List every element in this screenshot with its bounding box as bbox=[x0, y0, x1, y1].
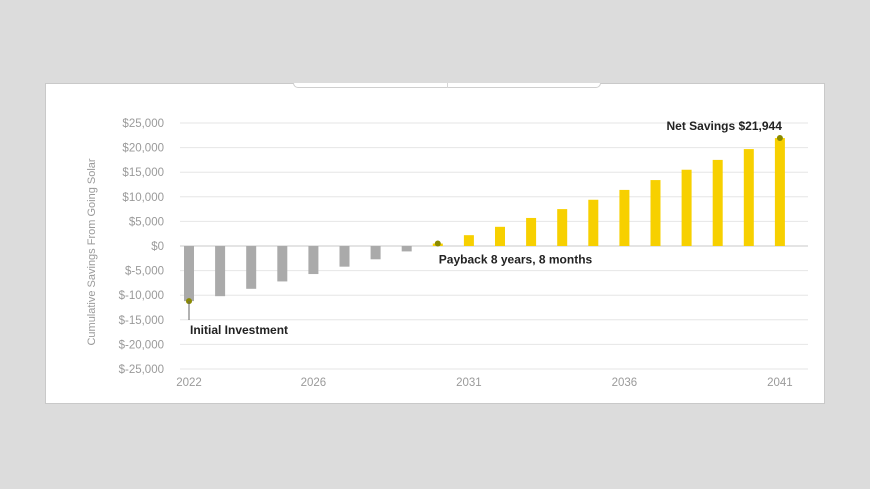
y-tick-labels: $25,000 $20,000 $15,000 $10,000 $5,000 $0 $-5,… bbox=[119, 118, 164, 376]
x-tick-label: 2026 bbox=[301, 377, 327, 389]
y-axis-title: Cumulative Savings From Going Solar bbox=[86, 158, 98, 345]
annotation-label: Payback 8 years, 8 months bbox=[439, 253, 593, 267]
y-tick-label: $-25,000 bbox=[119, 364, 164, 376]
y-tick-label: $5,000 bbox=[129, 216, 164, 228]
annotation-marker bbox=[776, 135, 783, 142]
bar-2029[interactable] bbox=[401, 246, 412, 252]
x-tick-label: 2036 bbox=[612, 377, 638, 389]
toggle-tab-divider bbox=[447, 83, 448, 88]
y-tick-label: $-15,000 bbox=[119, 315, 164, 327]
bar-2027[interactable] bbox=[339, 246, 350, 267]
bar-2031[interactable] bbox=[463, 235, 474, 246]
bar-2040[interactable] bbox=[743, 149, 754, 246]
bar-2024[interactable] bbox=[246, 246, 257, 289]
y-tick-label: $15,000 bbox=[122, 167, 164, 179]
bar-2037[interactable] bbox=[650, 180, 661, 246]
y-tick-label: $-10,000 bbox=[119, 290, 164, 302]
y-tick-label: $-5,000 bbox=[125, 266, 164, 278]
bar-2022[interactable] bbox=[184, 246, 194, 302]
annotation-marker bbox=[434, 240, 441, 247]
y-tick-label: $0 bbox=[151, 241, 164, 253]
x-tick-label: 2031 bbox=[456, 377, 482, 389]
bar-2023[interactable] bbox=[215, 246, 226, 297]
bar-2034[interactable] bbox=[557, 209, 568, 246]
bar-2025[interactable] bbox=[277, 246, 288, 282]
y-tick-label: $20,000 bbox=[122, 143, 164, 155]
annotation-label: Net Savings $21,944 bbox=[666, 119, 782, 133]
bar-2038[interactable] bbox=[681, 169, 692, 246]
y-tick-label: $25,000 bbox=[122, 118, 164, 130]
y-tick-label: $-20,000 bbox=[119, 339, 164, 351]
x-tick-labels: 2022 2026 2031 2036 2041 bbox=[176, 377, 792, 389]
bar-2026[interactable] bbox=[308, 246, 319, 275]
bar-2028[interactable] bbox=[370, 246, 381, 260]
x-tick-label: 2041 bbox=[767, 377, 793, 389]
bar-2035[interactable] bbox=[588, 199, 599, 246]
bar-2033[interactable] bbox=[526, 217, 537, 246]
bar-2032[interactable] bbox=[495, 226, 505, 246]
bar-2039[interactable] bbox=[712, 159, 723, 246]
annotations: Initial Investment Payback 8 years, 8 mon… bbox=[186, 119, 783, 337]
bar-2041[interactable] bbox=[774, 138, 785, 246]
bar-2036[interactable] bbox=[619, 189, 630, 246]
bars bbox=[184, 138, 785, 302]
y-tick-label: $10,000 bbox=[122, 192, 164, 204]
x-tick-label: 2022 bbox=[176, 377, 202, 389]
annotation-label: Initial Investment bbox=[190, 323, 288, 337]
